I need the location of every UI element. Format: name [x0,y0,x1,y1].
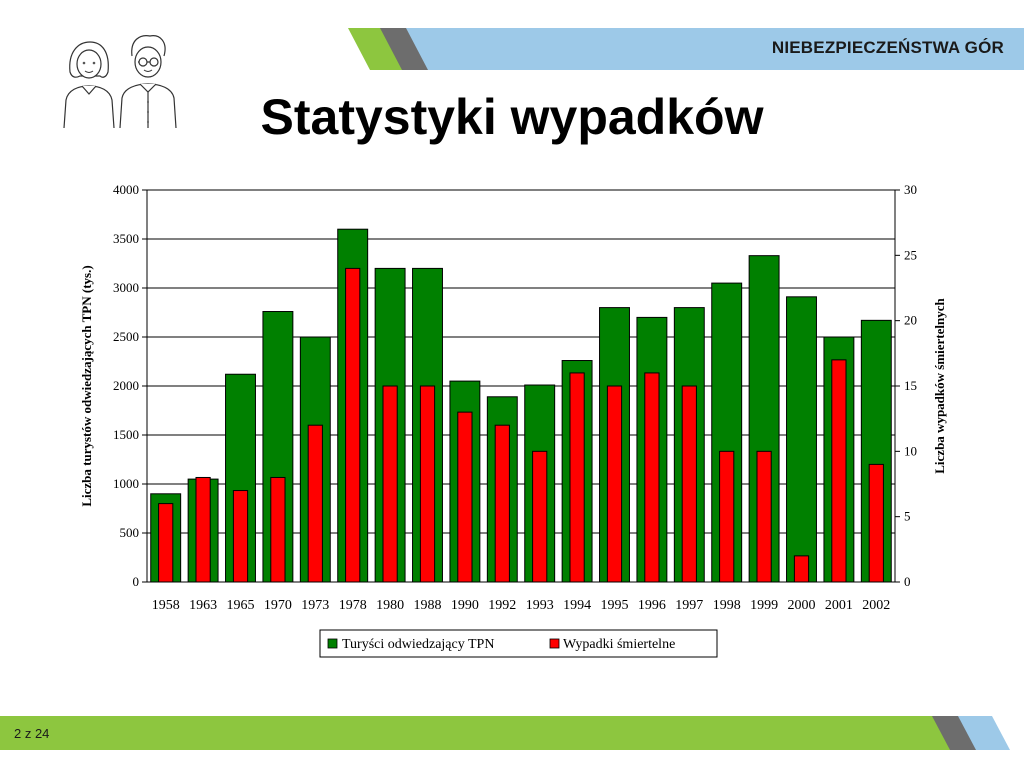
x-tick-label: 2000 [788,598,816,613]
bar-tourists-2000 [786,296,817,583]
bar-accidents-1958 [158,503,174,583]
x-tick-label: 1998 [713,598,741,613]
x-tick-label: 2002 [862,598,890,613]
gridlines [147,189,895,534]
y-tick-label: 1500 [113,427,139,442]
bar-accidents-1993 [532,450,548,583]
x-tick-label: 1999 [750,598,778,613]
bar-accidents-1970 [270,476,286,583]
y-tick-label: 3500 [113,231,139,246]
x-tick-label: 1993 [526,598,554,613]
y-tick-label: 3000 [113,280,139,295]
x-tick-label: 1980 [376,598,404,613]
bar-accidents-1965 [232,490,249,583]
x-tick-label: 1995 [601,598,629,613]
y-tick-label: 2000 [113,378,139,393]
y-tick-label: 2500 [113,329,139,344]
y-axis-label: Liczba turystów odwiedzających TPN (tys.… [79,265,94,506]
y2-axis-label: Liczba wypadków śmiertelnych [932,297,947,473]
y-tick-label: 4000 [113,182,139,197]
legend-label-accidents: Wypadki śmiertelne [563,637,675,652]
x-tick-label: 1994 [563,598,591,613]
bar-accidents-1988 [419,385,436,583]
slide-title: Statystyki wypadków [260,89,764,145]
x-tick-label: 1965 [227,598,255,613]
bar-accidents-2001 [831,359,847,583]
header-banner [348,28,1024,70]
y2-tick-label: 25 [904,247,917,262]
bar-accidents-1999 [756,450,772,583]
bar-accidents-1978 [345,267,361,583]
bar-accidents-1998 [719,450,735,583]
legend: Turyści odwiedzający TPN Wypadki śmierte… [319,629,718,658]
bar-accidents-1963 [195,476,211,583]
mascot-illustration [63,35,177,129]
y-tick-label: 0 [133,574,140,589]
bar-accidents-1995 [606,385,623,583]
x-tick-label: 1990 [451,598,479,613]
y2-tick-label: 30 [904,182,917,197]
y2-tick-label: 20 [904,313,917,328]
bar-accidents-1992 [494,424,510,583]
bar-accidents-1990 [457,411,473,583]
x-tick-label: 1963 [189,598,217,613]
axes [142,189,900,583]
legend-swatch-tourists [327,638,338,649]
x-tick-label: 1996 [638,598,666,613]
page-number: 2 z 24 [14,726,50,741]
footer-bar [0,716,1010,750]
x-tick-label: 1978 [339,598,367,613]
y2-tick-label: 15 [904,378,917,393]
bar-accidents-2000 [793,555,810,583]
y2-tick-label: 5 [904,509,911,524]
x-tick-label: 1997 [675,598,703,613]
y-tick-label: 1000 [113,476,139,491]
x-tick-label: 2001 [825,598,853,613]
tick-labels: 0 500 1000 1500 2000 2500 3000 3500 4000 0 5 10 15 20… [113,182,917,613]
bar-accidents-2002 [868,463,884,583]
legend-label-tourists: Turyści odwiedzający TPN [342,637,494,652]
bar-tourists-1998 [711,282,743,583]
x-tick-label: 1958 [152,598,180,613]
y2-tick-label: 0 [904,574,911,589]
x-tick-label: 1988 [414,598,442,613]
y-tick-label: 500 [120,525,140,540]
bar-accidents-1980 [382,385,398,583]
x-tick-label: 1973 [301,598,329,613]
y2-tick-label: 10 [904,443,917,458]
bar-accidents-1996 [644,372,660,583]
bar-accidents-1994 [569,372,585,583]
bar-accidents-1973 [307,424,323,583]
legend-swatch-accidents [549,638,560,649]
x-tick-label: 1970 [264,598,292,613]
section-title: NIEBEZPIECZEŃSTWA GÓR [771,38,1004,57]
bars [150,228,892,583]
bar-accidents-1997 [681,385,697,583]
x-tick-label: 1992 [488,598,516,613]
